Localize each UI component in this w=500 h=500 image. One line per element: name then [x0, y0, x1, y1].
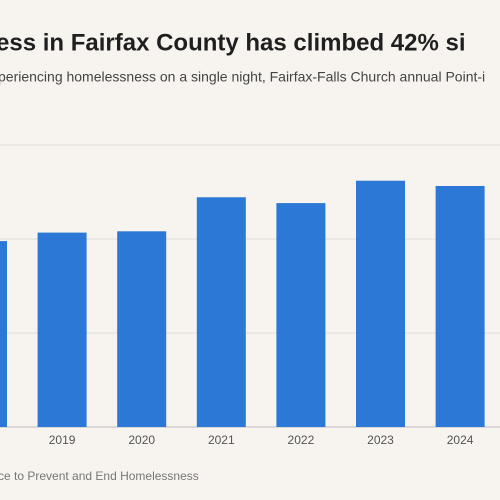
x-tick-label: 2023 — [367, 433, 394, 447]
x-tick-label: 2022 — [288, 433, 315, 447]
bar — [356, 180, 405, 427]
bar — [435, 185, 485, 427]
x-tick-label: 2024 — [447, 433, 474, 447]
source-note: ce to Prevent and End Homelessness — [0, 469, 199, 483]
bar — [117, 231, 167, 427]
bar — [37, 232, 87, 427]
chart-title: ess in Fairfax County has climbed 42% si — [0, 29, 466, 56]
bar — [196, 197, 246, 427]
x-tick-label: 2020 — [128, 433, 155, 447]
bar — [276, 203, 326, 427]
chart-subtitle: periencing homelessness on a single nigh… — [0, 69, 485, 85]
x-tick-label: 2019 — [49, 433, 76, 447]
x-tick-label: 2021 — [208, 433, 235, 447]
bar — [0, 241, 7, 427]
